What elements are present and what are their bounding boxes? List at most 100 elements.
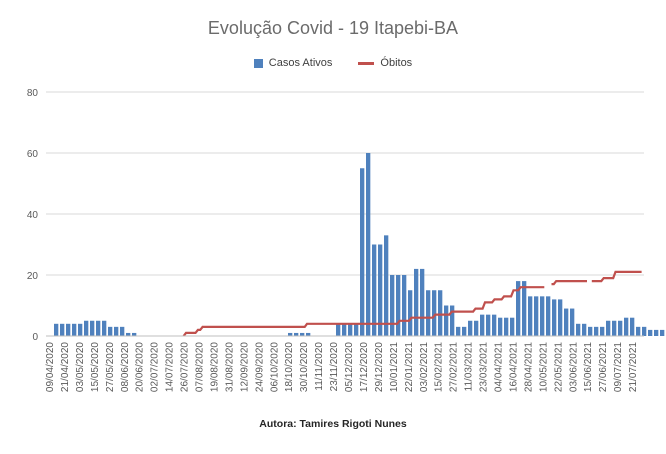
chart-title: Evolução Covid - 19 Itapebi-BA — [207, 18, 459, 38]
bar-71 — [474, 320, 479, 336]
bar-40 — [288, 332, 293, 336]
y-tick-label-20: 20 — [27, 271, 39, 282]
x-tick-label-29: 23/03/2021 — [479, 342, 490, 392]
x-tick-label-36: 15/06/2021 — [583, 342, 594, 392]
bar-84 — [552, 299, 557, 336]
bar-77 — [510, 317, 515, 336]
bar-7 — [90, 320, 95, 336]
y-tick-label-0: 0 — [32, 332, 38, 343]
bar-53 — [366, 153, 371, 336]
bar-96 — [624, 317, 629, 336]
x-tick-label-7: 02/07/2020 — [150, 342, 161, 392]
x-tick-label-23: 10/01/2021 — [389, 342, 400, 392]
bar-68 — [456, 326, 461, 336]
legend-swatch-line — [358, 61, 375, 65]
bar-101 — [654, 329, 659, 336]
x-tick-label-37: 27/06/2021 — [598, 342, 609, 392]
x-tick-label-10: 07/08/2020 — [195, 342, 206, 392]
x-tick-label-0: 09/04/2020 — [45, 342, 56, 392]
author-annotation: Autora: Tamires Rigoti Nunes — [259, 418, 407, 430]
x-tick-label-1: 21/04/2020 — [60, 342, 71, 392]
bar-99 — [642, 326, 647, 336]
bar-81 — [534, 296, 539, 336]
x-tick-label-3: 15/05/2020 — [90, 342, 101, 392]
x-tick-label-30: 04/04/2021 — [494, 342, 505, 392]
x-tick-label-5: 08/06/2020 — [120, 342, 131, 392]
bar-100 — [648, 329, 653, 336]
bar-83 — [546, 296, 551, 336]
bar-55 — [378, 244, 383, 336]
bar-58 — [396, 275, 401, 336]
bar-78 — [516, 281, 521, 336]
x-tick-label-32: 28/04/2021 — [523, 342, 534, 392]
x-tick-label-35: 03/06/2021 — [568, 342, 579, 392]
x-tick-label-31: 16/04/2021 — [508, 342, 519, 392]
bar-3 — [66, 323, 71, 336]
legend-label-casos-ativos: Casos Ativos — [268, 57, 333, 69]
y-tick-label-60: 60 — [27, 149, 39, 160]
y-tick-label-80: 80 — [27, 88, 39, 99]
bar-75 — [498, 317, 503, 336]
bar-2 — [60, 323, 65, 336]
bar-59 — [402, 275, 407, 336]
bar-60 — [408, 290, 413, 336]
bar-10 — [108, 326, 113, 336]
x-tick-label-34: 22/05/2021 — [553, 342, 564, 392]
bar-94 — [612, 320, 617, 336]
legend-label-obitos: Óbitos — [380, 57, 413, 69]
bar-63 — [426, 290, 431, 336]
x-tick-label-33: 10/05/2021 — [538, 342, 549, 392]
legend: Casos Ativos Óbitos — [0, 57, 666, 69]
bar-97 — [630, 317, 635, 336]
bar-80 — [528, 296, 533, 336]
bar-79 — [522, 281, 527, 336]
bar-93 — [606, 320, 611, 336]
y-tick-label-40: 40 — [27, 210, 39, 221]
x-tick-label-8: 14/07/2020 — [165, 342, 176, 392]
bar-67 — [450, 305, 455, 336]
x-tick-label-26: 15/02/2021 — [434, 342, 445, 392]
x-tick-label-16: 18/10/2020 — [284, 342, 295, 392]
bar-85 — [558, 299, 563, 336]
bar-5 — [78, 323, 83, 336]
bar-89 — [582, 323, 587, 336]
bar-65 — [438, 290, 443, 336]
x-tick-label-22: 29/12/2020 — [374, 342, 385, 392]
bar-61 — [414, 268, 419, 336]
bar-8 — [96, 320, 101, 336]
bar-52 — [360, 168, 365, 336]
bar-69 — [462, 326, 467, 336]
bar-14 — [132, 332, 137, 336]
x-tick-label-19: 23/11/2020 — [329, 342, 340, 392]
bar-11 — [114, 326, 119, 336]
x-tick-label-27: 27/02/2021 — [449, 342, 460, 392]
x-tick-label-21: 17/12/2020 — [359, 342, 370, 392]
bar-95 — [618, 320, 623, 336]
bar-91 — [594, 326, 599, 336]
legend-swatch-bar — [253, 58, 263, 68]
bar-76 — [504, 317, 509, 336]
bar-12 — [120, 326, 125, 336]
bar-88 — [576, 323, 581, 336]
bar-54 — [372, 244, 377, 336]
bar-43 — [306, 332, 311, 336]
x-tick-label-25: 03/02/2021 — [419, 342, 430, 392]
x-tick-label-24: 22/01/2021 — [404, 342, 415, 392]
bar-102 — [660, 329, 665, 336]
bar-50 — [348, 323, 353, 336]
bar-62 — [420, 268, 425, 336]
x-tick-label-14: 24/09/2020 — [254, 342, 265, 392]
bar-41 — [294, 332, 299, 336]
bar-86 — [564, 308, 569, 336]
legend-item-casos-ativos: Casos Ativos — [253, 57, 333, 69]
x-tick-label-13: 12/09/2020 — [239, 342, 250, 392]
x-tick-label-38: 09/07/2021 — [613, 342, 624, 392]
bar-98 — [636, 326, 641, 336]
bar-74 — [492, 314, 497, 336]
bar-42 — [300, 332, 305, 336]
x-tick-label-12: 31/08/2020 — [224, 342, 235, 392]
bar-66 — [444, 305, 449, 336]
bar-72 — [480, 314, 485, 336]
x-tick-label-2: 03/05/2020 — [75, 342, 86, 392]
x-tick-label-4: 27/05/2020 — [105, 342, 116, 392]
